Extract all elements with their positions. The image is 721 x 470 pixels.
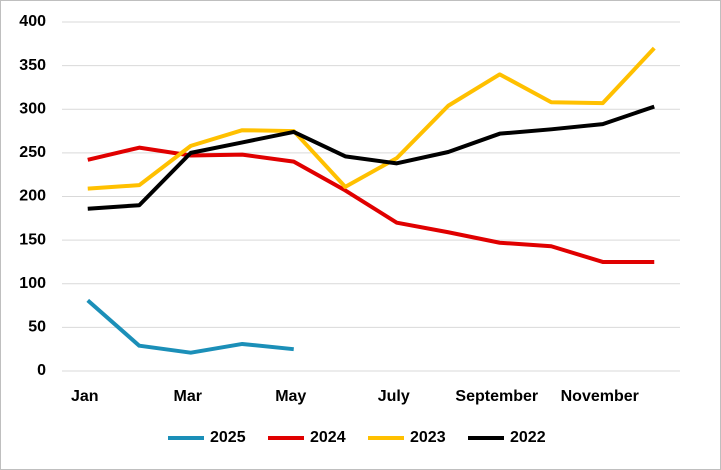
- y-tick-label: 50: [28, 319, 46, 336]
- y-tick-label: 250: [19, 144, 46, 161]
- y-tick-label: 350: [19, 57, 46, 74]
- y-tick-label: 200: [19, 188, 46, 205]
- legend-label: 2022: [510, 429, 546, 446]
- line-series: [87, 104, 655, 211]
- x-tick-label: May: [275, 388, 306, 405]
- legend-label: 2025: [210, 429, 246, 446]
- y-tick-label: 400: [19, 13, 46, 30]
- x-tick-label: Mar: [174, 388, 202, 405]
- y-tick-label: 150: [19, 231, 46, 248]
- x-tick-label: July: [378, 388, 410, 405]
- y-tick-label: 100: [19, 275, 46, 292]
- y-tick-label: 0: [37, 362, 46, 379]
- legend-label: 2024: [310, 429, 346, 446]
- x-tick-label: November: [561, 388, 639, 405]
- legend-label: 2023: [410, 429, 446, 446]
- line-series: [87, 46, 656, 191]
- x-tick-label: Jan: [71, 388, 99, 405]
- x-tick-label: September: [455, 388, 538, 405]
- line-series: [86, 298, 294, 355]
- y-tick-label: 300: [19, 100, 46, 117]
